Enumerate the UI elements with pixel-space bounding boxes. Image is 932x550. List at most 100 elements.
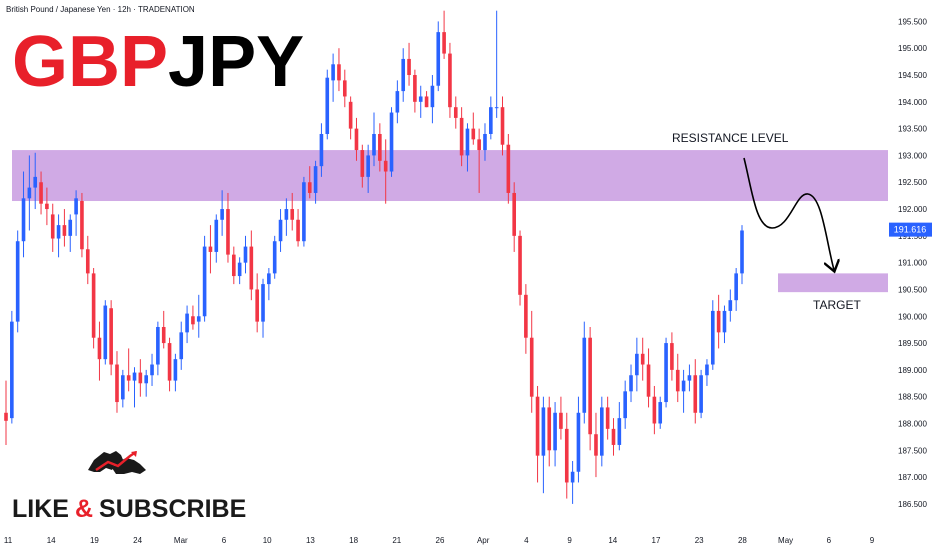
- time-axis-panel: [0, 528, 932, 550]
- candles-group: [4, 10, 744, 504]
- price-tick-label: 189.500: [898, 339, 927, 348]
- candle-body: [413, 75, 417, 102]
- price-tick-label: 194.500: [898, 71, 927, 80]
- candle-body: [594, 434, 598, 456]
- symbol-description: British Pound / Japanese Yen · 12h · TRA…: [6, 5, 195, 14]
- candle-body: [559, 412, 563, 429]
- candle-body: [652, 396, 657, 424]
- time-axis: 11 14 19 24 Mar 6 10 13 18 21 26 Apr 4 9 14 17 23 28 May 6 9: [4, 536, 875, 545]
- time-tick-label: 6: [827, 536, 832, 545]
- time-tick-label: 24: [133, 536, 142, 545]
- time-tick-label: 28: [738, 536, 747, 545]
- candle-body: [85, 249, 90, 274]
- price-tick-label: 190.000: [898, 312, 927, 321]
- candle-body: [302, 182, 306, 242]
- candle-body: [512, 192, 517, 236]
- candle-body: [144, 375, 149, 384]
- price-tick-label: 191.000: [898, 259, 927, 268]
- candle-body: [231, 254, 236, 277]
- candle-body: [687, 375, 692, 381]
- time-tick-label: Apr: [477, 536, 490, 545]
- time-tick-label: 6: [222, 536, 227, 545]
- price-tick-label: 187.000: [898, 473, 927, 482]
- candle-body: [629, 375, 633, 392]
- candle-body: [477, 139, 481, 151]
- time-tick-label: 10: [263, 536, 272, 545]
- candle-body: [121, 375, 125, 400]
- candle-body: [354, 128, 359, 151]
- time-tick-label: May: [778, 536, 793, 545]
- candle-body: [138, 372, 143, 384]
- candle-body: [518, 235, 522, 295]
- candle-body: [226, 209, 230, 255]
- time-tick-label: 14: [608, 536, 617, 545]
- candle-body: [553, 412, 557, 451]
- candle-body: [734, 273, 738, 301]
- last-price-value: 191.616: [894, 225, 927, 235]
- candle-body: [716, 310, 721, 333]
- candle-body: [378, 133, 382, 161]
- last-price-tag-box: [889, 222, 932, 237]
- candle-body: [15, 241, 20, 322]
- candle-body: [21, 198, 26, 242]
- candle-body: [407, 58, 411, 76]
- candle-body: [664, 343, 668, 403]
- time-tick-label: 9: [870, 536, 875, 545]
- resistance-label: RESISTANCE LEVEL: [672, 131, 789, 145]
- candle-body: [547, 407, 552, 451]
- candle-body: [453, 107, 458, 118]
- candle-body: [670, 343, 674, 370]
- time-tick-label: 19: [90, 536, 99, 545]
- candle-body: [196, 316, 201, 322]
- candle-body: [576, 412, 581, 472]
- time-tick-label: 14: [47, 536, 56, 545]
- subscribe-amp: &: [75, 495, 93, 523]
- candle-body: [27, 187, 32, 199]
- candle-body: [109, 308, 113, 365]
- candle-body: [249, 246, 254, 290]
- candle-body: [132, 372, 137, 381]
- candle-body: [74, 198, 78, 215]
- candle-body: [115, 364, 119, 403]
- candle-body: [658, 402, 663, 424]
- candle-body: [360, 150, 365, 177]
- candle-body: [161, 326, 166, 344]
- candle-body: [156, 326, 160, 365]
- time-tick-label: 9: [567, 536, 572, 545]
- candle-body: [4, 412, 8, 421]
- time-tick-label: 26: [436, 536, 445, 545]
- price-tick-label: 188.500: [898, 393, 927, 402]
- candle-body: [91, 273, 96, 338]
- subscribe-word: SUBSCRIBE: [99, 495, 246, 523]
- candle-body: [494, 107, 499, 109]
- candle-body: [202, 246, 207, 317]
- time-tick-label: 11: [4, 536, 13, 545]
- subscribe-like: LIKE: [12, 495, 69, 523]
- candle-body: [337, 64, 341, 81]
- candle-body: [471, 128, 476, 140]
- candle-body: [705, 364, 709, 376]
- candle-body: [319, 133, 324, 167]
- candle-body: [675, 369, 680, 392]
- candle-body: [640, 353, 645, 365]
- candle-body: [33, 176, 38, 188]
- candle-body: [296, 219, 300, 242]
- candle-body: [710, 310, 715, 365]
- candle-body: [10, 321, 14, 419]
- candle-body: [150, 364, 154, 376]
- price-tick-label: 192.500: [898, 178, 927, 187]
- candle-body: [623, 391, 627, 419]
- candle-body: [185, 313, 189, 333]
- candle-body: [740, 230, 744, 274]
- time-tick-label: 21: [392, 536, 401, 545]
- candle-body: [56, 225, 61, 239]
- candle-body: [389, 112, 394, 172]
- ticker-quote: JPY: [168, 22, 304, 102]
- candle-body: [436, 32, 441, 86]
- candle-body: [646, 364, 651, 397]
- price-tick-label: 193.500: [898, 125, 927, 134]
- candle-body: [267, 273, 271, 285]
- price-tick-label: 194.000: [898, 98, 927, 107]
- candle-body: [465, 128, 470, 156]
